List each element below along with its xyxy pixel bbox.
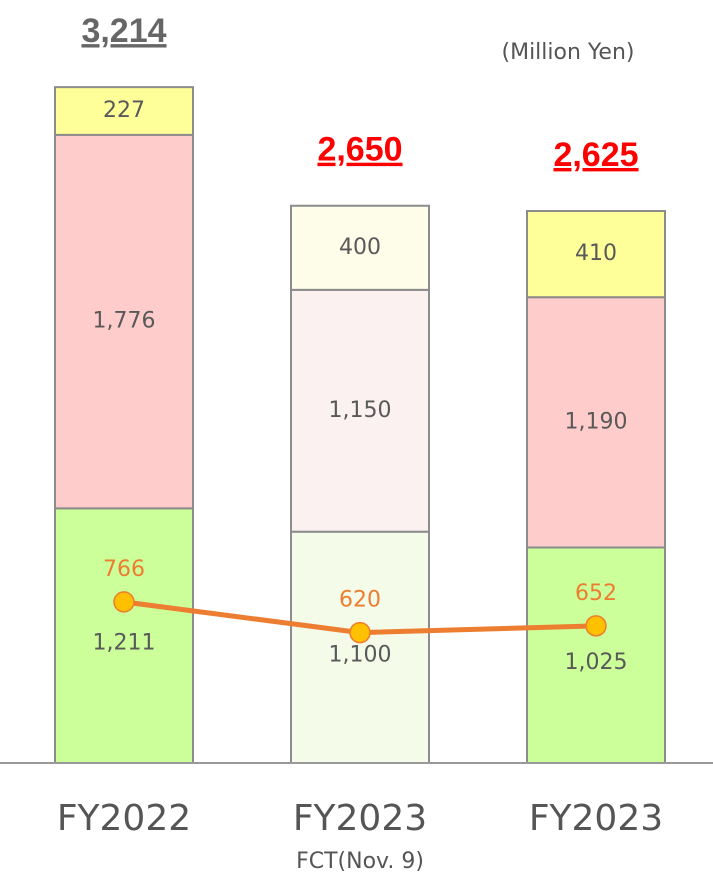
segment-label: 227 (103, 98, 145, 123)
unit-label: (Million Yen) (502, 40, 635, 65)
bar-segment (54, 507, 194, 764)
bar-segment (290, 530, 430, 765)
segment-label: 1,100 (329, 642, 392, 667)
bar-segment (290, 204, 430, 291)
bar-segment (290, 288, 430, 533)
bar-segment (54, 133, 194, 510)
line-marker (585, 615, 607, 637)
total-label: 3,214 (81, 12, 166, 50)
segment-label: 1,150 (329, 398, 392, 423)
category-label: FY2023 (529, 798, 663, 839)
segment-label: 400 (339, 235, 381, 260)
line-label: 766 (103, 557, 145, 582)
total-label: 2,650 (317, 131, 402, 169)
line-marker (113, 591, 135, 613)
bar-segment (526, 210, 666, 299)
category-label: FY2022 (57, 798, 191, 839)
segment-label: 1,025 (565, 650, 628, 675)
segment-label: 410 (575, 241, 617, 266)
line-label: 652 (575, 581, 617, 606)
total-label: 2,625 (553, 136, 638, 174)
bar-segment (54, 86, 194, 136)
segment-label: 1,211 (93, 631, 156, 656)
bar-segment (526, 296, 666, 549)
line-marker (349, 621, 371, 644)
segment-label: 1,190 (565, 409, 628, 434)
category-subtitle: FCT(Nov. 9) (296, 849, 424, 874)
category-label: FY2023 (293, 798, 427, 839)
line-label: 620 (339, 588, 381, 613)
segment-label: 1,776 (93, 309, 156, 334)
